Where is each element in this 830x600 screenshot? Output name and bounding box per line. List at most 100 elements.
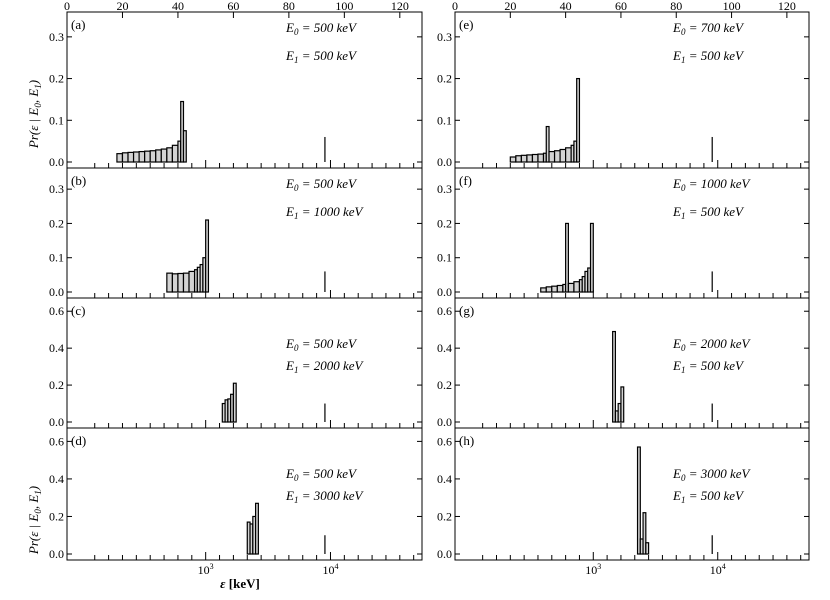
panel-frame: [454, 11, 810, 169]
top-tick-label: 100: [335, 0, 353, 13]
y-tick-label: 0.3: [49, 182, 64, 196]
y-tick-label: 0.0: [49, 415, 64, 429]
histogram-bar: [166, 272, 173, 293]
panel-label: (d): [71, 433, 86, 448]
histogram-bar: [565, 222, 569, 293]
top-tick-label: 120: [391, 0, 409, 13]
top-tick-label: 20: [504, 0, 516, 13]
panel-d: 0.0 0.2 0.4 0.6 (d) E0 = 500 keV E1 = 3000 keV…: [49, 427, 423, 577]
panel-frame: [66, 167, 423, 299]
histogram-bar: [556, 284, 564, 293]
panel-label: (e): [459, 17, 473, 32]
histogram-bar: [551, 285, 558, 293]
panel-label: (c): [71, 303, 85, 318]
top-tick-label: 60: [227, 0, 239, 13]
annotation-e0: E0 = 500 keV: [285, 176, 358, 193]
histogram-bar: [545, 125, 550, 163]
histogram-bar: [182, 272, 190, 293]
y-axis-title-top: Pr(ε | E0, E1): [26, 80, 43, 149]
y-tick-label: 0.2: [49, 378, 64, 392]
histogram-bar: [160, 148, 168, 163]
histogram-bar: [177, 272, 185, 293]
panel-frame: [454, 427, 810, 561]
annotation-e1: E1 = 500 keV: [672, 488, 745, 505]
top-tick-label: 120: [778, 0, 796, 13]
histogram-bar: [553, 150, 561, 163]
y-tick-label: 0.4: [49, 472, 64, 486]
y-tick-label: 0.6: [49, 304, 64, 318]
histogram-bar: [526, 154, 534, 163]
top-tick-label: 20: [116, 0, 128, 13]
histogram-bar: [232, 382, 237, 423]
y-tick-label: 0.1: [49, 113, 64, 127]
annotation-e1: E1 = 500 keV: [672, 204, 745, 221]
annotation-e0: E0 = 500 keV: [285, 20, 358, 37]
annotation-e1: E1 = 2000 keV: [285, 358, 365, 375]
panel-frame: [66, 427, 423, 561]
panel-a: 0.0 0.1 0.2 0.3 (a) E0 = 500 keV E1 = 500 keV 0…: [49, 0, 423, 169]
histogram-bar: [171, 144, 179, 163]
top-tick-label: 60: [615, 0, 627, 13]
y-tick-label: 0.1: [437, 251, 452, 265]
bottom-tick-label: 103: [198, 562, 214, 577]
histogram-bar: [182, 130, 187, 163]
bottom-tick-label: 104: [710, 562, 726, 577]
histogram-bar: [205, 219, 210, 293]
y-tick-label: 0.4: [49, 341, 64, 355]
y-axis-title-bottom: Pr(ε | E0, E1): [26, 486, 43, 555]
top-tick-label: 0: [64, 0, 70, 13]
y-tick-label: 0.0: [49, 155, 64, 169]
annotation-e0: E0 = 700 keV: [672, 20, 745, 37]
histogram-bar: [121, 152, 129, 163]
top-tick-label: 40: [172, 0, 184, 13]
histogram-bar: [540, 287, 547, 293]
panel-label: (a): [71, 17, 85, 32]
y-tick-label: 0.6: [437, 304, 452, 318]
annotation-e1: E1 = 500 keV: [285, 48, 358, 65]
y-tick-label: 0.4: [437, 472, 452, 486]
y-tick-label: 0.2: [49, 216, 64, 230]
top-tick-label: 80: [283, 0, 295, 13]
panel-f: 0.0 0.1 0.2 0.3 (f) E0 = 1000 keV E1 = 500 keV: [437, 167, 810, 299]
histogram-bar: [155, 149, 162, 163]
y-tick-label: 0.2: [49, 509, 64, 523]
annotation-e0: E0 = 1000 keV: [672, 176, 752, 193]
histogram-bar: [645, 542, 650, 555]
x-axis-unit: [keV]: [226, 576, 260, 591]
panel-b: 0.0 0.1 0.2 0.3 (b) E0 = 500 keV E1 = 1000 keV: [49, 167, 423, 299]
histogram-bar: [144, 150, 151, 163]
histogram-bar: [573, 281, 581, 293]
top-tick-label: 40: [560, 0, 572, 13]
y-tick-label: 0.4: [437, 341, 452, 355]
histogram-bar: [612, 330, 617, 423]
histogram-bar: [138, 150, 146, 163]
plot-layer: 0.0 0.1 0.2 0.3 (a) E0 = 500 keV E1 = 500 keV 0…: [49, 0, 810, 577]
y-tick-label: 0.2: [437, 509, 452, 523]
y-tick-label: 0.6: [437, 434, 452, 448]
panel-label: (f): [459, 173, 472, 188]
annotation-e0: E0 = 500 keV: [285, 336, 358, 353]
panel-h: 0.0 0.2 0.4 0.6 (h) E0 = 3000 keV E1 = 500 keV…: [437, 427, 810, 577]
y-tick-label: 0.0: [437, 155, 452, 169]
x-axis-title: ε [keV]: [220, 576, 260, 591]
annotation-e1: E1 = 1000 keV: [285, 204, 365, 221]
y-tick-label: 0.0: [49, 547, 64, 561]
histogram-bar: [589, 222, 594, 293]
panel-label: (b): [71, 173, 86, 188]
y-tick-label: 0.1: [437, 113, 452, 127]
top-tick-label: 80: [670, 0, 682, 13]
annotation-e1: E1 = 500 keV: [672, 48, 745, 65]
annotation-e0: E0 = 500 keV: [285, 466, 358, 483]
y-tick-label: 0.2: [437, 216, 452, 230]
histogram-bar: [509, 156, 517, 163]
histogram-bar: [642, 512, 647, 555]
histogram-bar: [166, 147, 173, 163]
histogram-bar: [559, 148, 567, 163]
panel-g: 0.0 0.2 0.4 0.6 (g) E0 = 2000 keV E1 = 500 keV: [437, 297, 810, 429]
histogram-bar: [515, 155, 522, 163]
y-tick-label: 0.3: [437, 30, 452, 44]
histogram-bar: [545, 286, 553, 293]
annotation-e1: E1 = 3000 keV: [285, 488, 365, 505]
y-tick-label: 0.3: [49, 30, 64, 44]
